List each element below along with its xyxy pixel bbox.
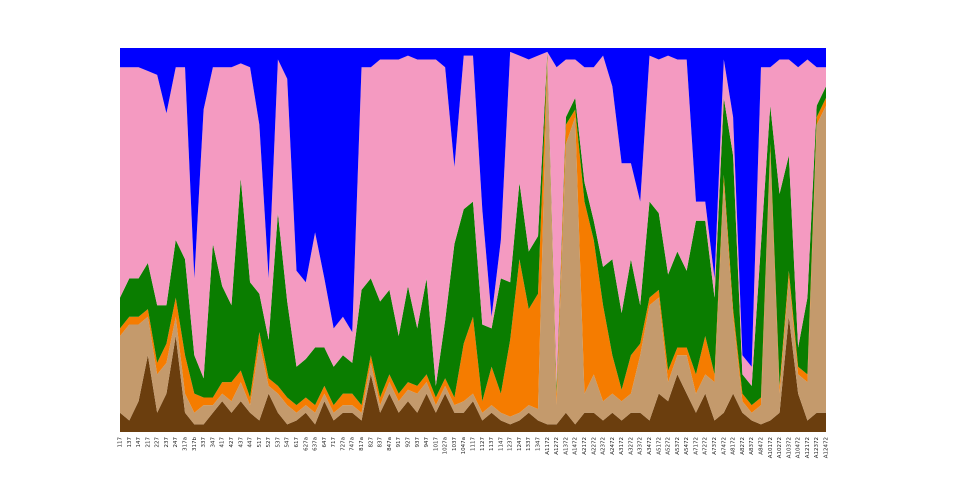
- x-tick-label: 517: [257, 437, 263, 448]
- x-tick-label: A8272: [740, 437, 746, 455]
- x-tick-label: A5172: [656, 437, 662, 455]
- x-tick-label: 1337: [526, 437, 532, 451]
- x-tick-label: 247: [173, 437, 179, 448]
- x-tick-label: 727a: [340, 437, 346, 451]
- x-tick-label: 937: [415, 437, 421, 448]
- x-tick-label: 917: [396, 437, 402, 448]
- x-tick-label: A5472: [684, 437, 690, 455]
- x-tick-label: A2172: [582, 437, 588, 455]
- x-tick-label: 1137: [489, 437, 495, 451]
- x-tick-label: 237: [164, 437, 170, 448]
- x-tick-label: A3172: [619, 437, 625, 455]
- x-tick-label: A10472: [796, 437, 802, 458]
- x-tick-label: 1017: [433, 437, 439, 451]
- area: [120, 48, 826, 367]
- x-tick-label: A7372: [712, 437, 718, 455]
- x-tick-label: 317a: [183, 437, 189, 451]
- x-tick-label: A8372: [749, 437, 755, 455]
- x-tick-label: 847a: [387, 437, 393, 451]
- x-tick-label: 1037: [452, 437, 458, 451]
- x-tick-label: A1472: [573, 437, 579, 455]
- x-tick-label: A8472: [758, 437, 764, 455]
- x-tick-label: 1047a: [461, 437, 467, 454]
- x-tick-label: 617: [294, 437, 300, 448]
- x-tick-label: A8172: [731, 437, 737, 455]
- x-tick-label: 537: [275, 437, 281, 448]
- area: [120, 51, 826, 406]
- x-tick-label: 837: [378, 437, 384, 448]
- x-tick-label: A10372: [786, 437, 792, 458]
- x-tick-label: 527: [266, 437, 272, 448]
- x-tick-label: A7172: [693, 437, 699, 455]
- x-tick-label: A1172: [545, 437, 551, 455]
- x-tick-label: 137: [127, 437, 133, 448]
- x-tick-label: 337: [201, 437, 207, 448]
- x-tick-label: 717: [331, 437, 337, 448]
- x-tick-label: 447: [248, 437, 254, 448]
- x-tick-label: 427: [229, 437, 235, 448]
- x-tick-label: A3472: [647, 437, 653, 455]
- x-tick-label: A10272: [777, 437, 783, 458]
- x-tick-label: 227: [155, 437, 161, 448]
- x-tick-label: 217: [145, 437, 151, 448]
- x-tick-label: 827: [368, 437, 374, 448]
- x-tick-label: 647: [322, 437, 328, 448]
- x-tick-label: 317b: [192, 437, 198, 451]
- x-tick-label: A2472: [610, 437, 616, 455]
- x-tick-label: 437: [238, 437, 244, 448]
- x-tick-label: A3372: [638, 437, 644, 455]
- x-tick-label: 117: [118, 437, 124, 448]
- x-tick-label: 147: [136, 437, 142, 448]
- x-tick-label: A1372: [563, 437, 569, 455]
- x-tick-label: A12372: [814, 437, 820, 458]
- x-tick-label: A1272: [554, 437, 560, 455]
- x-tick-label: 1127: [480, 437, 486, 451]
- x-tick-label: 627a: [303, 437, 309, 451]
- x-tick-label: 347: [210, 437, 216, 448]
- area: [120, 59, 826, 425]
- x-tick-label: A12172: [805, 437, 811, 458]
- x-tick-label: 1117: [471, 437, 477, 451]
- x-tick-label: 817a: [359, 437, 365, 451]
- x-tick-label: 927: [405, 437, 411, 448]
- x-tick-label: A10172: [768, 437, 774, 458]
- x-tick-label: 1147: [498, 437, 504, 451]
- x-tick-label: 947: [424, 437, 430, 448]
- area: [120, 51, 826, 386]
- x-tick-label: 1027a: [443, 437, 449, 454]
- x-tick-label: A5372: [675, 437, 681, 455]
- x-tick-label: A5272: [666, 437, 672, 455]
- x-tick-label: A3272: [628, 437, 634, 455]
- x-tick-label: 637a: [313, 437, 319, 451]
- x-tick-label: 547: [285, 437, 291, 448]
- x-tick-label: A2272: [591, 437, 597, 455]
- x-tick-label: A2372: [601, 437, 607, 455]
- x-tick-label: 1247: [517, 437, 523, 451]
- x-tick-label: A12472: [824, 437, 830, 458]
- x-tick-label: 1347: [536, 437, 542, 451]
- x-tick-label: A7272: [703, 437, 709, 455]
- x-tick-label: 1237: [508, 437, 514, 451]
- x-tick-label: A7472: [721, 437, 727, 455]
- x-tick-label: 747a: [350, 437, 356, 451]
- area: [120, 55, 826, 417]
- x-tick-label: 417: [220, 437, 226, 448]
- area: [120, 316, 826, 432]
